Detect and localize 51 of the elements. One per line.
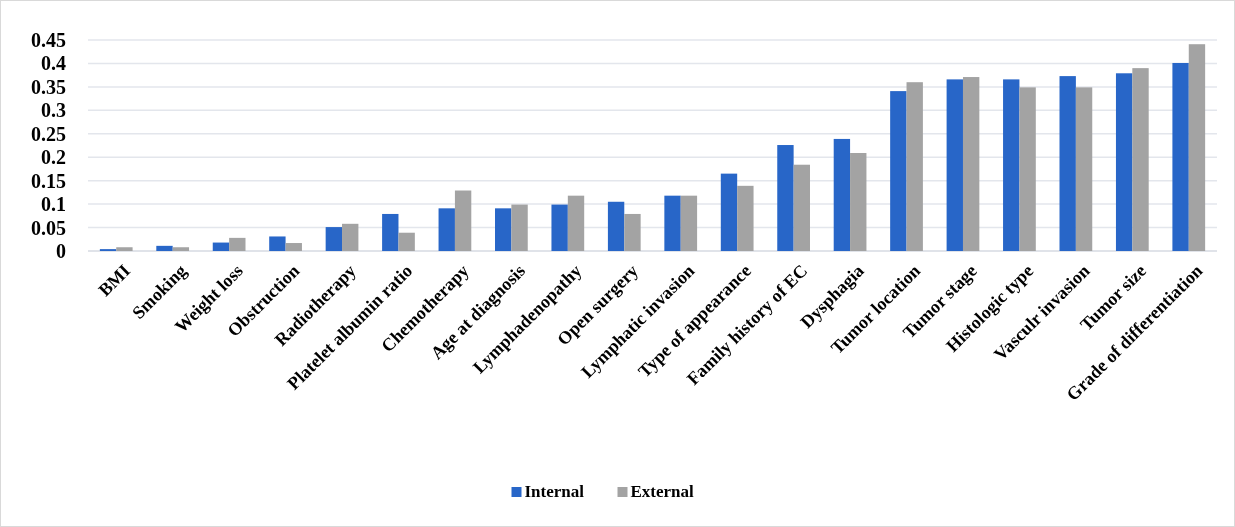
bar xyxy=(382,213,399,251)
bar xyxy=(1003,79,1020,251)
bar xyxy=(116,247,133,251)
bar xyxy=(325,227,343,251)
bar xyxy=(664,195,681,251)
bar xyxy=(269,236,286,251)
y-tick-label: 0.1 xyxy=(41,193,66,216)
bar xyxy=(962,77,980,251)
y-tick-label: 0.2 xyxy=(41,146,66,169)
bar xyxy=(1188,44,1206,251)
legend-label: External xyxy=(630,482,695,501)
bar xyxy=(890,91,907,251)
bar xyxy=(906,82,923,251)
bar xyxy=(850,153,867,251)
bar xyxy=(833,138,851,251)
bar xyxy=(398,232,415,251)
bar xyxy=(1115,73,1133,251)
y-tick-label: 0 xyxy=(56,240,66,262)
bar xyxy=(946,79,963,251)
bar xyxy=(793,164,810,251)
bar xyxy=(1075,87,1093,251)
bar xyxy=(212,242,230,251)
bar xyxy=(438,208,455,251)
bar xyxy=(172,247,190,251)
y-tick-label: 0.45 xyxy=(31,29,66,51)
bar xyxy=(551,204,568,251)
bar xyxy=(229,237,246,251)
bar xyxy=(156,245,173,251)
legend-label: Internal xyxy=(524,482,585,501)
bar xyxy=(1172,62,1189,251)
bar xyxy=(342,223,359,251)
y-tick-label: 0.4 xyxy=(41,52,66,75)
bar xyxy=(1132,68,1149,251)
bar xyxy=(607,201,625,251)
y-tick-label: 0.35 xyxy=(31,75,66,98)
bar xyxy=(720,173,738,251)
bar xyxy=(454,190,472,251)
bar xyxy=(511,204,528,251)
bar xyxy=(1059,76,1076,251)
bar xyxy=(737,185,754,251)
bar xyxy=(495,208,512,251)
bar xyxy=(624,213,641,251)
bar xyxy=(1019,87,1036,251)
bar xyxy=(567,195,585,251)
y-tick-label: 0.05 xyxy=(31,216,66,239)
bar xyxy=(680,195,698,251)
bar xyxy=(777,145,794,251)
bar xyxy=(285,243,302,251)
y-tick-label: 0.3 xyxy=(41,99,66,122)
y-tick-label: 0.15 xyxy=(31,169,66,192)
y-tick-label: 0.25 xyxy=(31,122,66,145)
